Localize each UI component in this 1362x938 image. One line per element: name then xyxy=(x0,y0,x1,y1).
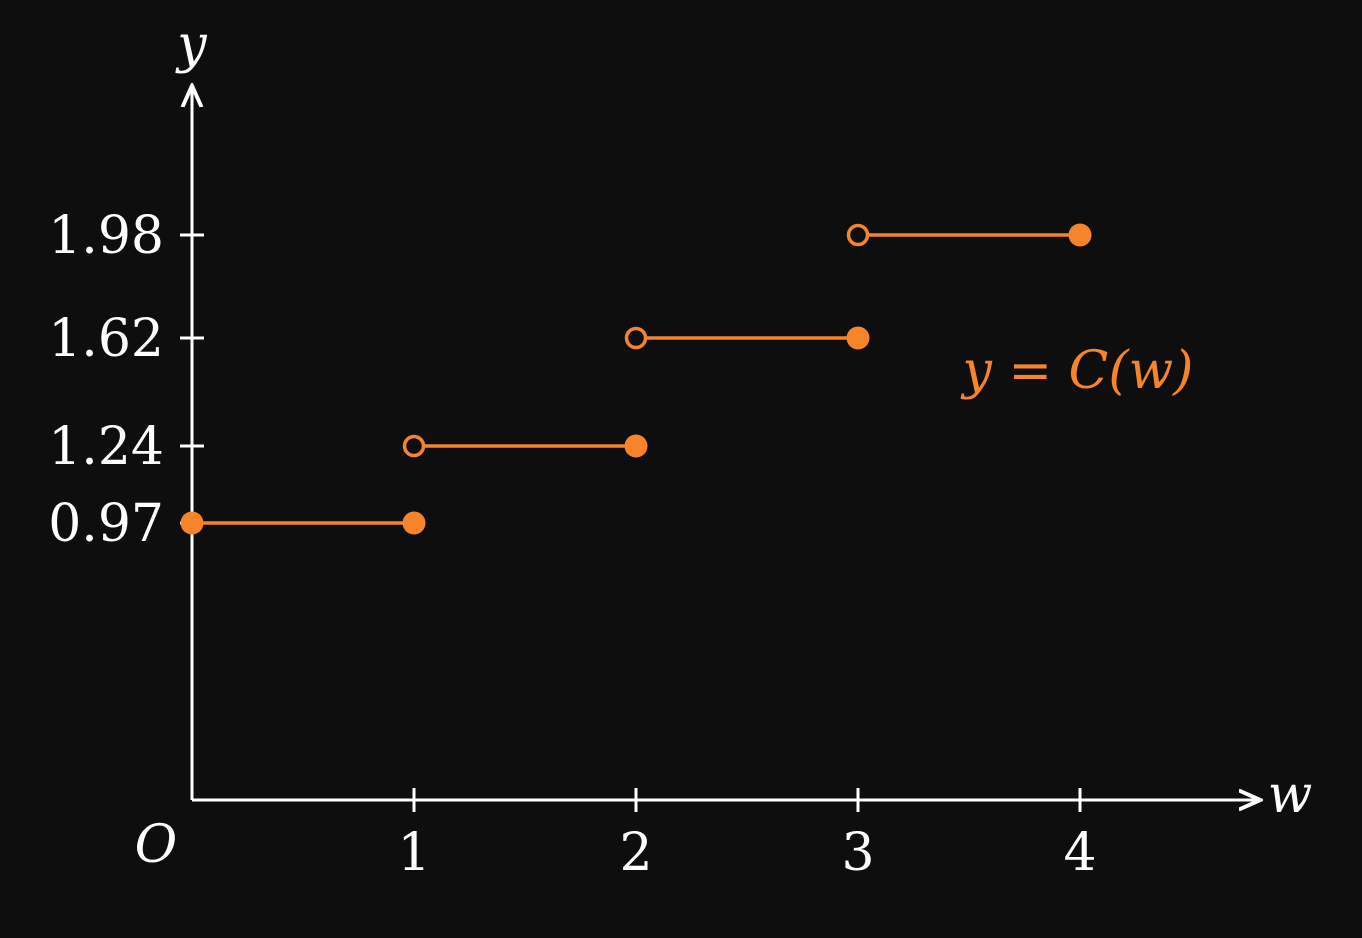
y-tick-label: 1.62 xyxy=(48,309,164,369)
y-tick-label: 1.98 xyxy=(48,206,164,266)
y-ticks: 0.97 1.24 1.62 1.98 xyxy=(48,206,204,554)
closed-point xyxy=(846,326,870,350)
origin-label: O xyxy=(135,815,178,875)
open-point xyxy=(624,326,648,350)
step-segments xyxy=(180,223,1092,535)
y-tick-label: 0.97 xyxy=(48,494,164,554)
x-tick-label: 4 xyxy=(1063,823,1096,883)
closed-point xyxy=(402,511,426,535)
open-point xyxy=(846,223,870,247)
closed-point xyxy=(1068,223,1092,247)
closed-point xyxy=(624,434,648,458)
closed-point xyxy=(180,511,204,535)
function-label: y = C(w) xyxy=(961,341,1194,401)
x-tick-label: 1 xyxy=(397,823,430,883)
open-point xyxy=(402,434,426,458)
y-tick-label: 1.24 xyxy=(48,417,164,477)
x-ticks: 1 2 3 4 xyxy=(397,788,1097,883)
x-tick-label: 3 xyxy=(841,823,874,883)
y-axis-label: y xyxy=(175,15,207,75)
x-tick-label: 2 xyxy=(619,823,652,883)
x-axis-label: w xyxy=(1268,765,1313,825)
